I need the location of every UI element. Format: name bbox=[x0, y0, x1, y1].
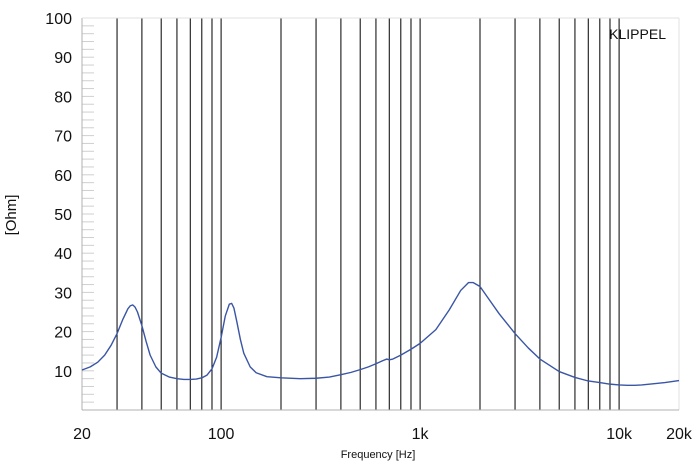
y-tick-label: 80 bbox=[54, 89, 72, 106]
y-tick-label: 30 bbox=[54, 285, 72, 302]
y-tick-label: 90 bbox=[54, 50, 72, 67]
y-tick-label: 20 bbox=[54, 325, 72, 342]
x-tick-label: 100 bbox=[208, 426, 235, 443]
klippel-watermark: KLIPPEL bbox=[609, 26, 666, 42]
y-tick-label: 100 bbox=[45, 11, 72, 28]
x-axis-label: Frequency [Hz] bbox=[341, 449, 416, 461]
y-tick-label: 10 bbox=[54, 364, 72, 381]
y-tick-label: 50 bbox=[54, 207, 72, 224]
y-axis-ticks: 10 20 30 40 50 60 70 80 90 100 bbox=[45, 11, 72, 381]
vertical-gridlines bbox=[116, 18, 620, 410]
y-tick-label: 60 bbox=[54, 168, 72, 185]
x-tick-label: 20k bbox=[666, 426, 693, 443]
minor-y-ticks bbox=[82, 25, 94, 403]
y-axis-label: [Ohm] bbox=[3, 195, 20, 236]
y-tick-label: 40 bbox=[54, 246, 72, 263]
impedance-curve bbox=[81, 281, 680, 386]
x-tick-label: 1k bbox=[412, 426, 430, 443]
x-tick-label: 20 bbox=[73, 426, 91, 443]
x-axis-ticks: 20 100 1k 10k 20k bbox=[73, 426, 693, 443]
y-tick-label: 70 bbox=[54, 129, 72, 146]
x-tick-label: 10k bbox=[606, 426, 633, 443]
